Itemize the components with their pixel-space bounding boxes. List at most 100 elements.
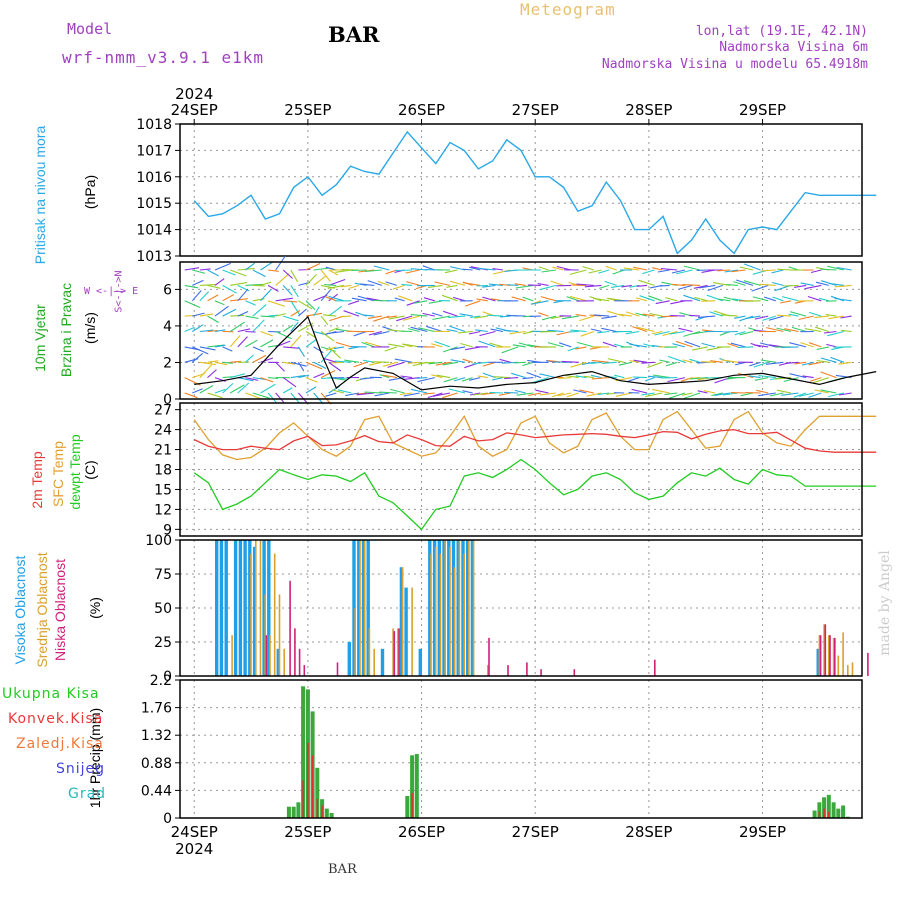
wind-arrow — [541, 269, 557, 273]
wind-arrow — [776, 314, 792, 317]
wind-arrow — [703, 390, 716, 394]
wind-arrow — [800, 282, 814, 286]
wind-arrow — [252, 298, 265, 302]
wind-arrow — [192, 388, 203, 394]
wind-arrow — [607, 358, 625, 363]
cloud-mid-bar — [468, 540, 470, 676]
wind-arrow — [283, 361, 295, 365]
wind-arrow — [184, 392, 198, 399]
wind-arrow — [514, 283, 526, 286]
wind-arrow — [589, 314, 602, 317]
wind-arrow — [788, 313, 799, 317]
wind-arrow — [275, 361, 285, 372]
wind-arrow — [334, 360, 352, 363]
wind-arrow — [683, 265, 701, 271]
wind-arrow — [781, 392, 799, 396]
wind-arrow — [374, 392, 390, 397]
wind-arrow — [237, 336, 248, 348]
wind-arrow — [207, 392, 223, 399]
wind-arrow — [207, 284, 221, 289]
wind-arrow — [659, 284, 670, 287]
precip-total-bar — [291, 806, 296, 818]
wind-arrow — [599, 284, 610, 289]
precip-total-bar — [329, 813, 334, 818]
wind-arrow — [834, 297, 852, 302]
cloud-high-bar — [252, 546, 257, 676]
wind-arrow — [501, 346, 519, 354]
wind-arrow — [754, 315, 769, 320]
wind-arrow — [771, 269, 784, 274]
cloud-low-bar — [265, 635, 268, 676]
wind-arrow — [275, 313, 287, 317]
wind-arrow — [828, 282, 845, 286]
wind-arrow — [410, 326, 428, 333]
year-label-bottom: 2024 — [175, 840, 213, 858]
cloud-mid-bar — [368, 628, 371, 676]
y-tick-label: 1.76 — [141, 701, 172, 717]
wind-arrow — [229, 335, 241, 348]
wind-arrow — [612, 269, 625, 275]
cloud-low-bar — [303, 665, 306, 676]
year-label-top: 2024 — [175, 85, 213, 103]
wind-arrow — [351, 269, 367, 272]
wind-arrow — [367, 280, 382, 286]
y-tick-label: 0 — [163, 669, 172, 685]
y-tick-label: 1018 — [136, 117, 172, 133]
wind-arrow — [724, 269, 738, 273]
wind-arrow — [462, 268, 473, 271]
wind-arrow — [290, 310, 301, 317]
wind-arrow — [396, 315, 413, 322]
wind-arrow — [683, 392, 701, 399]
cloud-high-bar — [366, 540, 370, 676]
wind-arrow — [470, 315, 481, 319]
wind-arrow — [423, 297, 435, 302]
wind-arrow — [511, 372, 526, 379]
wind-arrow — [475, 329, 488, 333]
cloud-mid-bar — [283, 648, 285, 676]
pressure-line — [193, 130, 877, 255]
cloud-mid-bar — [837, 655, 840, 676]
wind-arrow — [635, 297, 648, 302]
wind-arrow — [652, 374, 670, 379]
wind-arrow — [252, 284, 265, 287]
wind-arrow — [683, 330, 701, 337]
wind-arrow — [723, 296, 739, 302]
wind-arrow — [275, 255, 286, 271]
cloud-mid-bar — [472, 540, 475, 676]
wind-arrow — [214, 300, 225, 306]
wind-arrow — [665, 361, 678, 367]
wind-arrow — [840, 315, 852, 319]
wind-arrow — [207, 294, 219, 302]
wind-arrow — [377, 280, 390, 286]
wind-arrow — [482, 284, 496, 288]
wind-arrow — [446, 328, 458, 333]
wind-arrow — [647, 375, 663, 379]
wind-arrow — [522, 377, 534, 380]
wind-arrow — [635, 312, 648, 317]
cloud-low-bar — [819, 635, 822, 676]
panel-frame — [179, 402, 863, 537]
y-tick-label: 2.2 — [150, 673, 172, 689]
wind-arrow — [328, 269, 339, 276]
wind-arrow — [657, 269, 670, 273]
wind-arrow — [682, 284, 701, 286]
wind-arrow — [569, 295, 587, 302]
wind-arrow — [340, 284, 352, 288]
wind-arrow — [245, 300, 256, 306]
wind-arrow — [552, 392, 564, 398]
t2m-line — [193, 428, 877, 453]
wind-arrow — [184, 326, 195, 333]
wind-arrow — [820, 371, 837, 379]
wind-arrow — [364, 391, 382, 394]
wind-arrow — [465, 300, 481, 307]
wind-arrow — [423, 392, 435, 395]
wind-arrow — [367, 315, 382, 319]
wind-arrow — [282, 324, 294, 332]
wind-arrow — [593, 314, 610, 317]
wind-arrow — [399, 392, 413, 396]
wind-arrow — [472, 361, 488, 365]
wind-arrow — [734, 330, 746, 336]
wind-arrow — [410, 388, 428, 394]
wind-arrow — [552, 266, 564, 271]
time-label-bottom: 25SEP — [284, 823, 331, 841]
